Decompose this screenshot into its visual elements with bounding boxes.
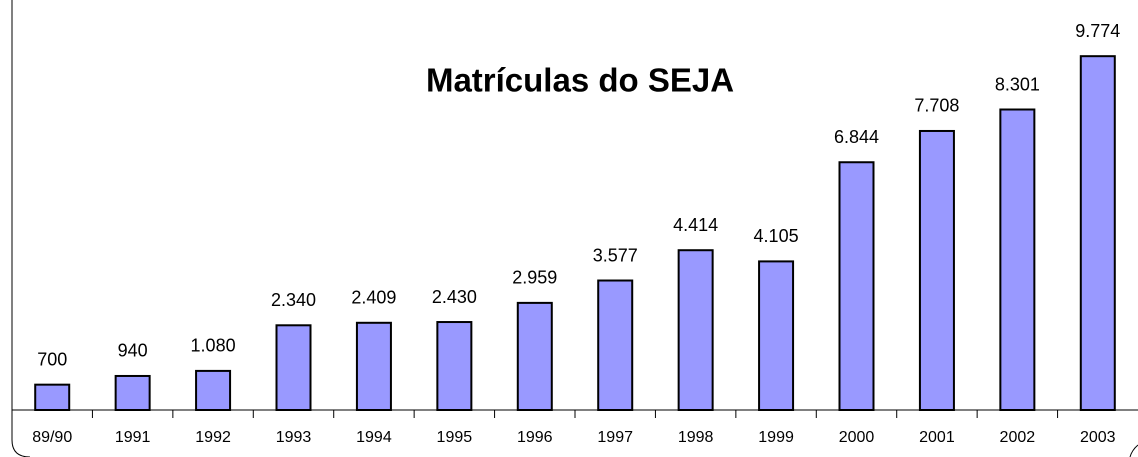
data-label: 8.301 — [995, 74, 1040, 94]
chart-title: Matrículas do SEJA — [426, 62, 734, 99]
bar — [838, 161, 875, 411]
x-tick-label: 2003 — [1080, 429, 1116, 446]
bar — [677, 249, 714, 411]
x-tick-label: 2002 — [1000, 429, 1036, 446]
bar — [355, 321, 392, 411]
data-label: 9.774 — [1075, 21, 1120, 41]
data-label: 6.844 — [834, 127, 879, 147]
x-tick-label: 1994 — [356, 429, 392, 446]
data-label: 3.577 — [593, 245, 638, 265]
data-label: 7.708 — [914, 96, 959, 116]
x-tick-label: 1998 — [678, 429, 714, 446]
bar — [1079, 55, 1116, 411]
frame — [1129, 444, 1138, 457]
bar — [516, 301, 553, 411]
x-tick-label: 1991 — [115, 429, 151, 446]
data-label: 1.080 — [191, 336, 236, 356]
x-tick-label: 2001 — [919, 429, 955, 446]
bar — [436, 321, 473, 411]
bar — [999, 108, 1036, 411]
bar — [918, 129, 955, 411]
data-label: 2.430 — [432, 287, 477, 307]
bar — [114, 374, 151, 411]
x-tick-label: 1997 — [597, 429, 633, 446]
data-label: 2.409 — [351, 288, 396, 308]
data-label: 2.340 — [271, 290, 316, 310]
bar — [275, 324, 312, 411]
x-tick-label: 1992 — [195, 429, 231, 446]
data-label: 4.105 — [754, 226, 799, 246]
x-tick-label: 1996 — [517, 429, 553, 446]
data-label: 2.959 — [512, 268, 557, 288]
x-tick-label: 2000 — [839, 429, 875, 446]
x-tick-label: 1999 — [758, 429, 794, 446]
bar — [597, 279, 634, 411]
x-tick-label: 1993 — [276, 429, 312, 446]
x-tick-label: 89/90 — [32, 429, 72, 446]
data-label: 700 — [37, 349, 67, 369]
bar — [34, 383, 71, 412]
bar — [195, 369, 232, 411]
x-tick-label: 1995 — [437, 429, 473, 446]
data-label: 4.414 — [673, 215, 718, 235]
frame — [11, 0, 31, 457]
bar — [758, 260, 795, 411]
data-label: 940 — [118, 341, 148, 361]
